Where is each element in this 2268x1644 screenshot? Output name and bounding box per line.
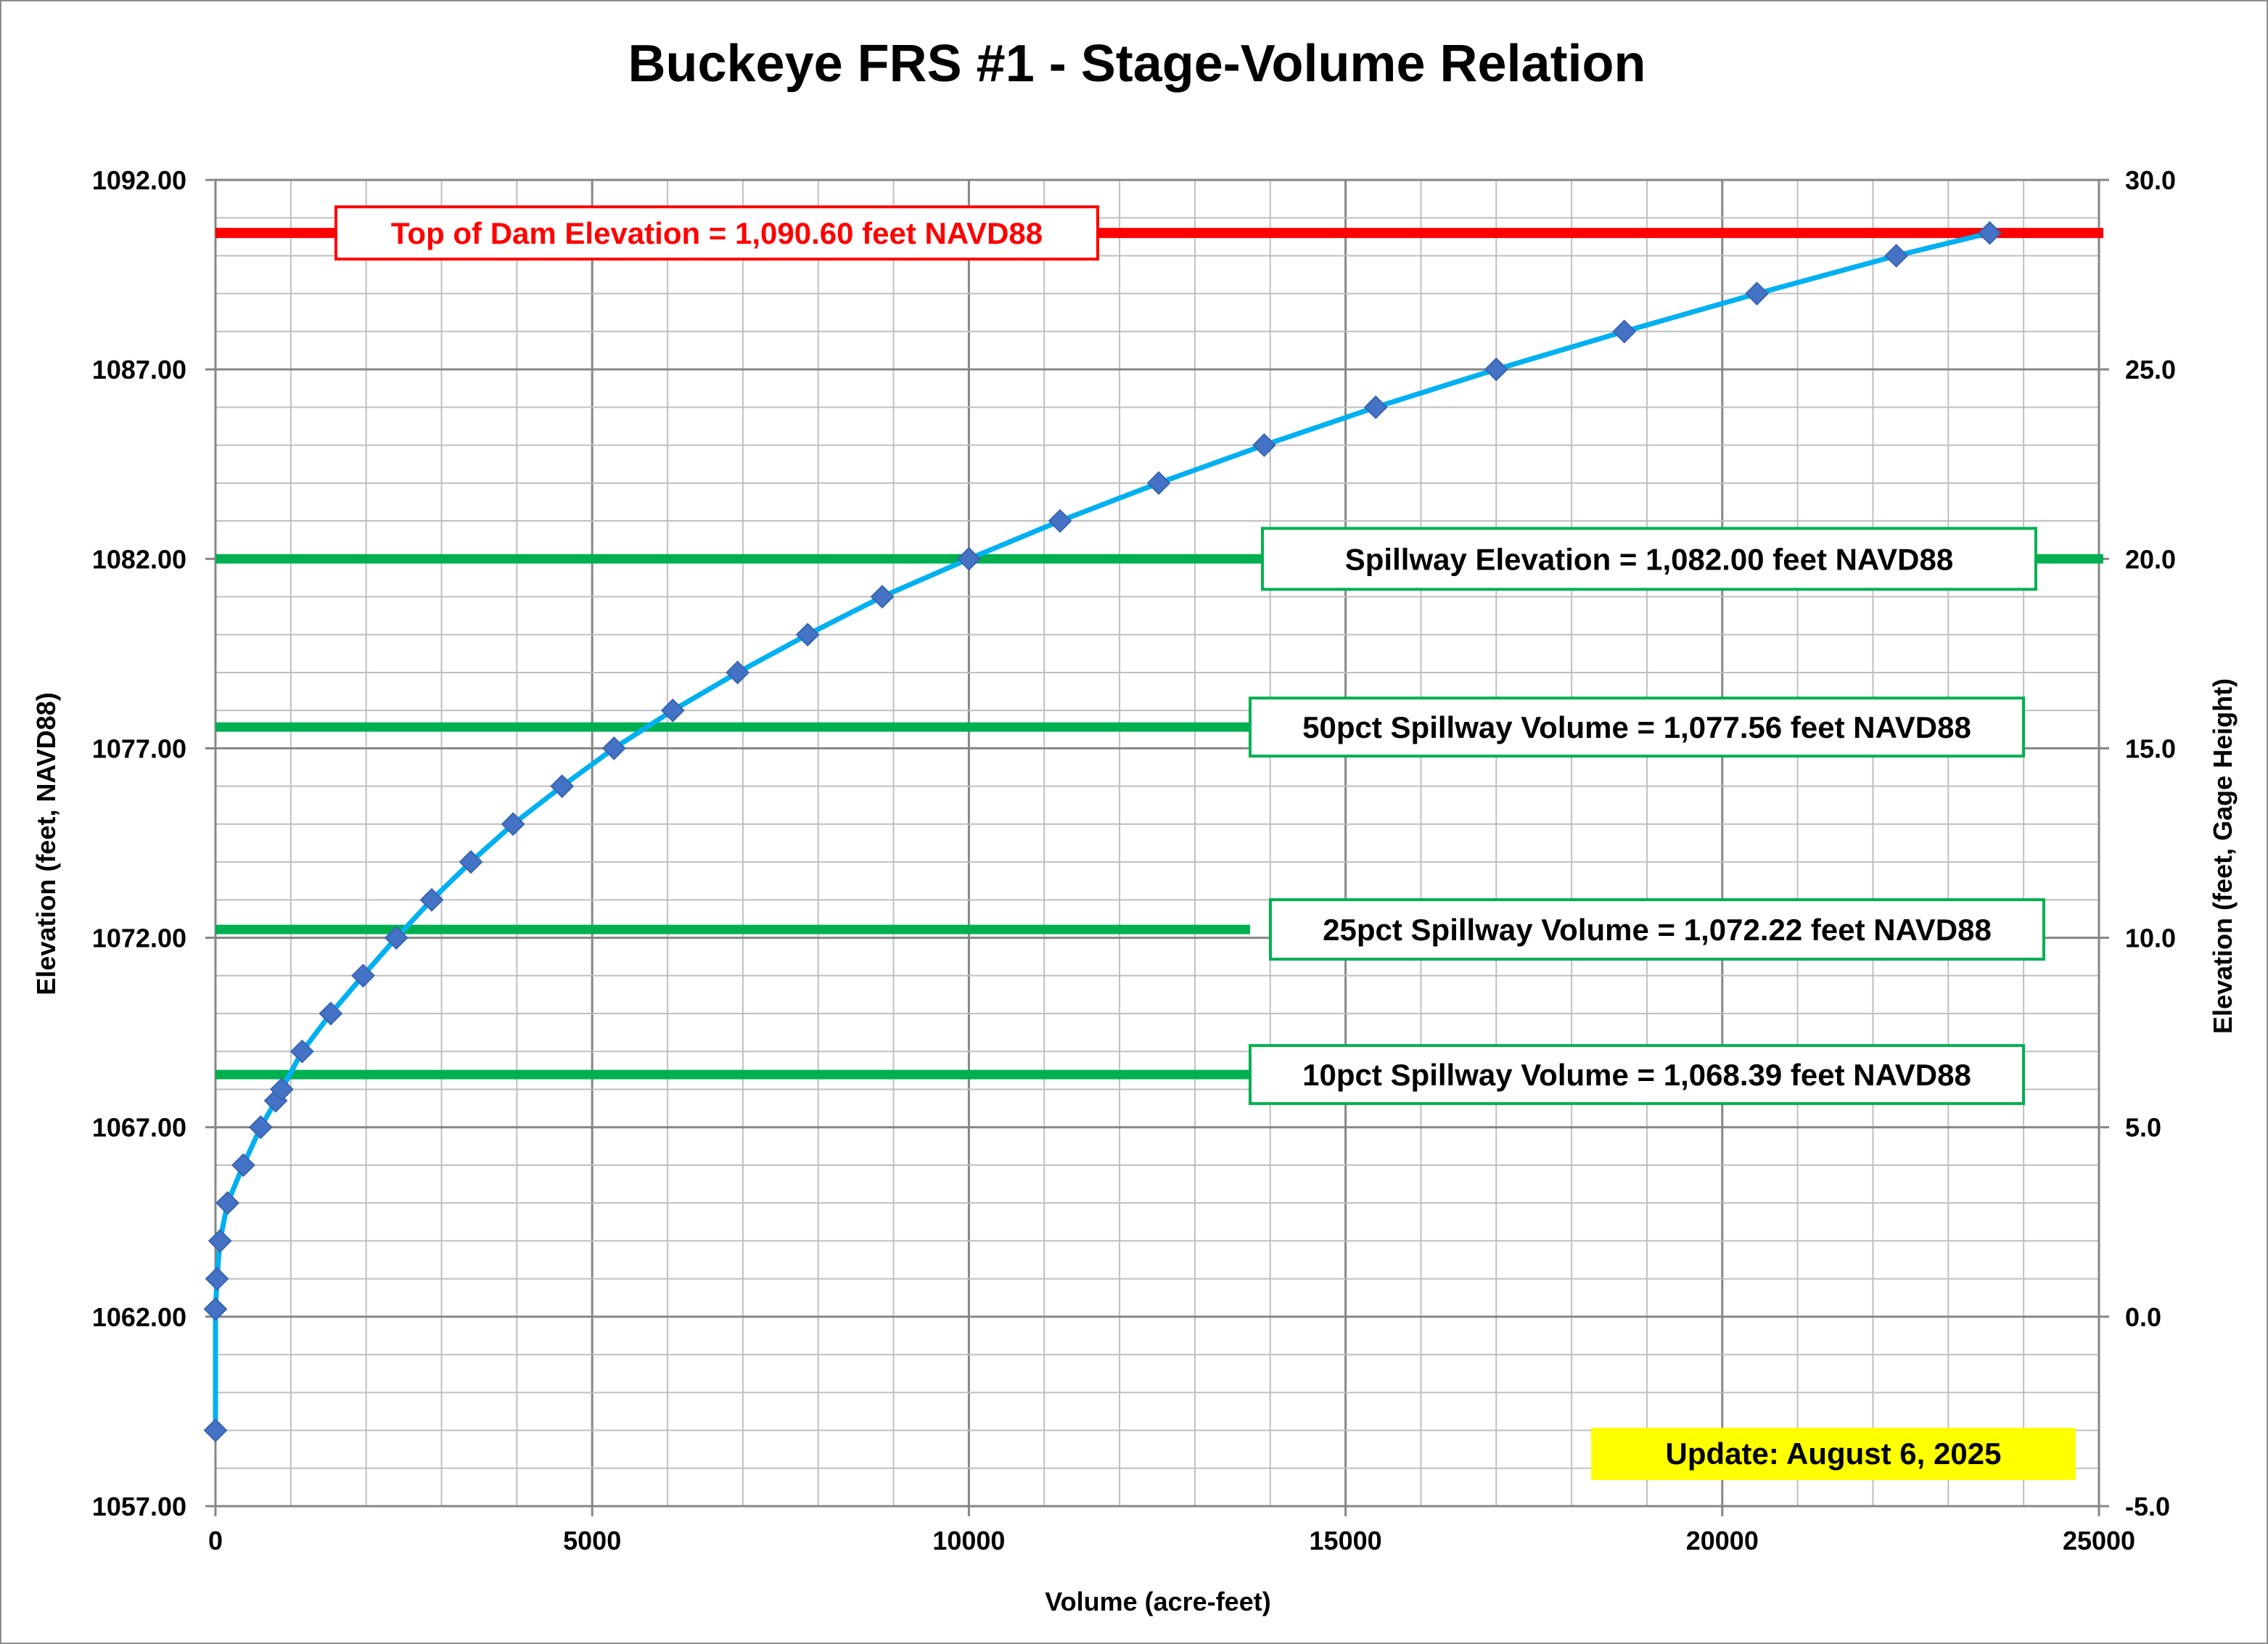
chart-title: Buckeye FRS #1 - Stage-Volume Relation bbox=[628, 35, 1645, 93]
data-point-marker bbox=[1745, 281, 1769, 306]
reference-label: 10pct Spillway Volume = 1,068.39 feet NA… bbox=[1302, 1058, 1971, 1092]
plot-area bbox=[215, 180, 2099, 1506]
reference-label-box bbox=[1249, 1044, 2025, 1106]
x-tick-label: 0 bbox=[208, 1526, 223, 1555]
y2-tick-label: 20.0 bbox=[2125, 544, 2176, 574]
reference-label: 50pct Spillway Volume = 1,077.56 feet NA… bbox=[1302, 710, 1971, 744]
data-point-marker bbox=[215, 1191, 240, 1215]
data-point-marker bbox=[205, 1267, 229, 1291]
data-point-marker bbox=[660, 698, 685, 723]
y-tick-label: 1072.00 bbox=[92, 924, 186, 953]
data-point-marker bbox=[290, 1039, 314, 1064]
y2-tick-label: 25.0 bbox=[2125, 355, 2176, 385]
labels-layer: Top of Dam Elevation = 1,090.60 feet NAV… bbox=[334, 205, 2076, 1480]
data-point-marker bbox=[208, 1228, 232, 1253]
y-axis-label: Elevation (feet, NAVD88) bbox=[31, 692, 61, 995]
data-point-marker bbox=[319, 1001, 343, 1026]
data-point-marker bbox=[1363, 395, 1388, 419]
data-point-marker bbox=[795, 622, 820, 647]
grid-layer bbox=[215, 180, 2099, 1506]
x-tick-label: 20000 bbox=[1686, 1526, 1759, 1555]
series-layer bbox=[203, 221, 2002, 1442]
y-tick-label: 1067.00 bbox=[92, 1113, 186, 1143]
y-tick-label: 1062.00 bbox=[92, 1302, 186, 1332]
data-point-marker bbox=[1252, 433, 1276, 458]
data-point-marker bbox=[1484, 357, 1508, 382]
reference-label: Top of Dam Elevation = 1,090.60 feet NAV… bbox=[391, 216, 1043, 250]
y2-tick-label: 0.0 bbox=[2125, 1302, 2161, 1332]
data-point-marker bbox=[351, 963, 375, 988]
reference-label-box bbox=[1269, 898, 2045, 961]
data-point-marker bbox=[1612, 319, 1637, 344]
data-point-marker bbox=[203, 1296, 228, 1321]
data-point-marker bbox=[1978, 221, 2002, 245]
data-point-marker bbox=[1146, 471, 1171, 496]
data-point-marker bbox=[384, 926, 408, 950]
y2-tick-label: 10.0 bbox=[2125, 924, 2176, 953]
data-point-marker bbox=[269, 1077, 294, 1101]
reference-label-box bbox=[334, 205, 1099, 261]
data-point-marker bbox=[231, 1153, 255, 1177]
y-tick-label: 1087.00 bbox=[92, 355, 186, 385]
y-tick-label: 1092.00 bbox=[92, 165, 186, 195]
data-point-marker bbox=[1884, 244, 1909, 268]
data-point-marker bbox=[870, 585, 895, 609]
y2-tick-label: -5.0 bbox=[2125, 1492, 2170, 1521]
data-point-marker bbox=[601, 736, 626, 760]
data-point-marker bbox=[459, 850, 483, 874]
data-point-marker bbox=[203, 1418, 228, 1442]
y-tick-label: 1077.00 bbox=[92, 733, 186, 763]
reference-label-box bbox=[1261, 527, 2037, 591]
data-point-marker bbox=[419, 887, 444, 912]
x-tick-label: 5000 bbox=[563, 1526, 621, 1555]
x-tick-label: 25000 bbox=[2063, 1526, 2135, 1555]
x-axis-label: Volume (acre-feet) bbox=[1045, 1587, 1270, 1616]
data-point-marker bbox=[550, 774, 575, 799]
x-tick-label: 10000 bbox=[932, 1526, 1005, 1555]
y-tick-label: 1082.00 bbox=[92, 544, 186, 574]
x-tick-label: 15000 bbox=[1310, 1526, 1382, 1555]
y2-tick-label: 30.0 bbox=[2125, 165, 2176, 195]
data-point-marker bbox=[501, 812, 525, 837]
y2-tick-label: 5.0 bbox=[2125, 1113, 2161, 1143]
reference-label: Spillway Elevation = 1,082.00 feet NAVD8… bbox=[1345, 542, 1953, 576]
axes-layer: 0 5000 10000 15000 20000 25000 1057.00 1062.00 1… bbox=[92, 165, 2176, 1555]
update-annotation: Update: August 6, 2025 bbox=[1666, 1437, 2002, 1471]
y2-axis-label: Elevation (feet, Gage Height) bbox=[2208, 678, 2238, 1034]
data-point-marker bbox=[726, 660, 750, 685]
data-point-marker bbox=[248, 1115, 273, 1140]
reference-label: 25pct Spillway Volume = 1,072.22 feet NA… bbox=[1323, 913, 1992, 947]
reference-label-box bbox=[1249, 696, 2025, 758]
y2-tick-label: 15.0 bbox=[2125, 733, 2176, 763]
data-point-marker bbox=[1048, 509, 1072, 533]
update-annotation-box bbox=[1591, 1428, 2076, 1480]
data-point-marker bbox=[956, 546, 981, 571]
y-tick-label: 1057.00 bbox=[92, 1492, 186, 1521]
